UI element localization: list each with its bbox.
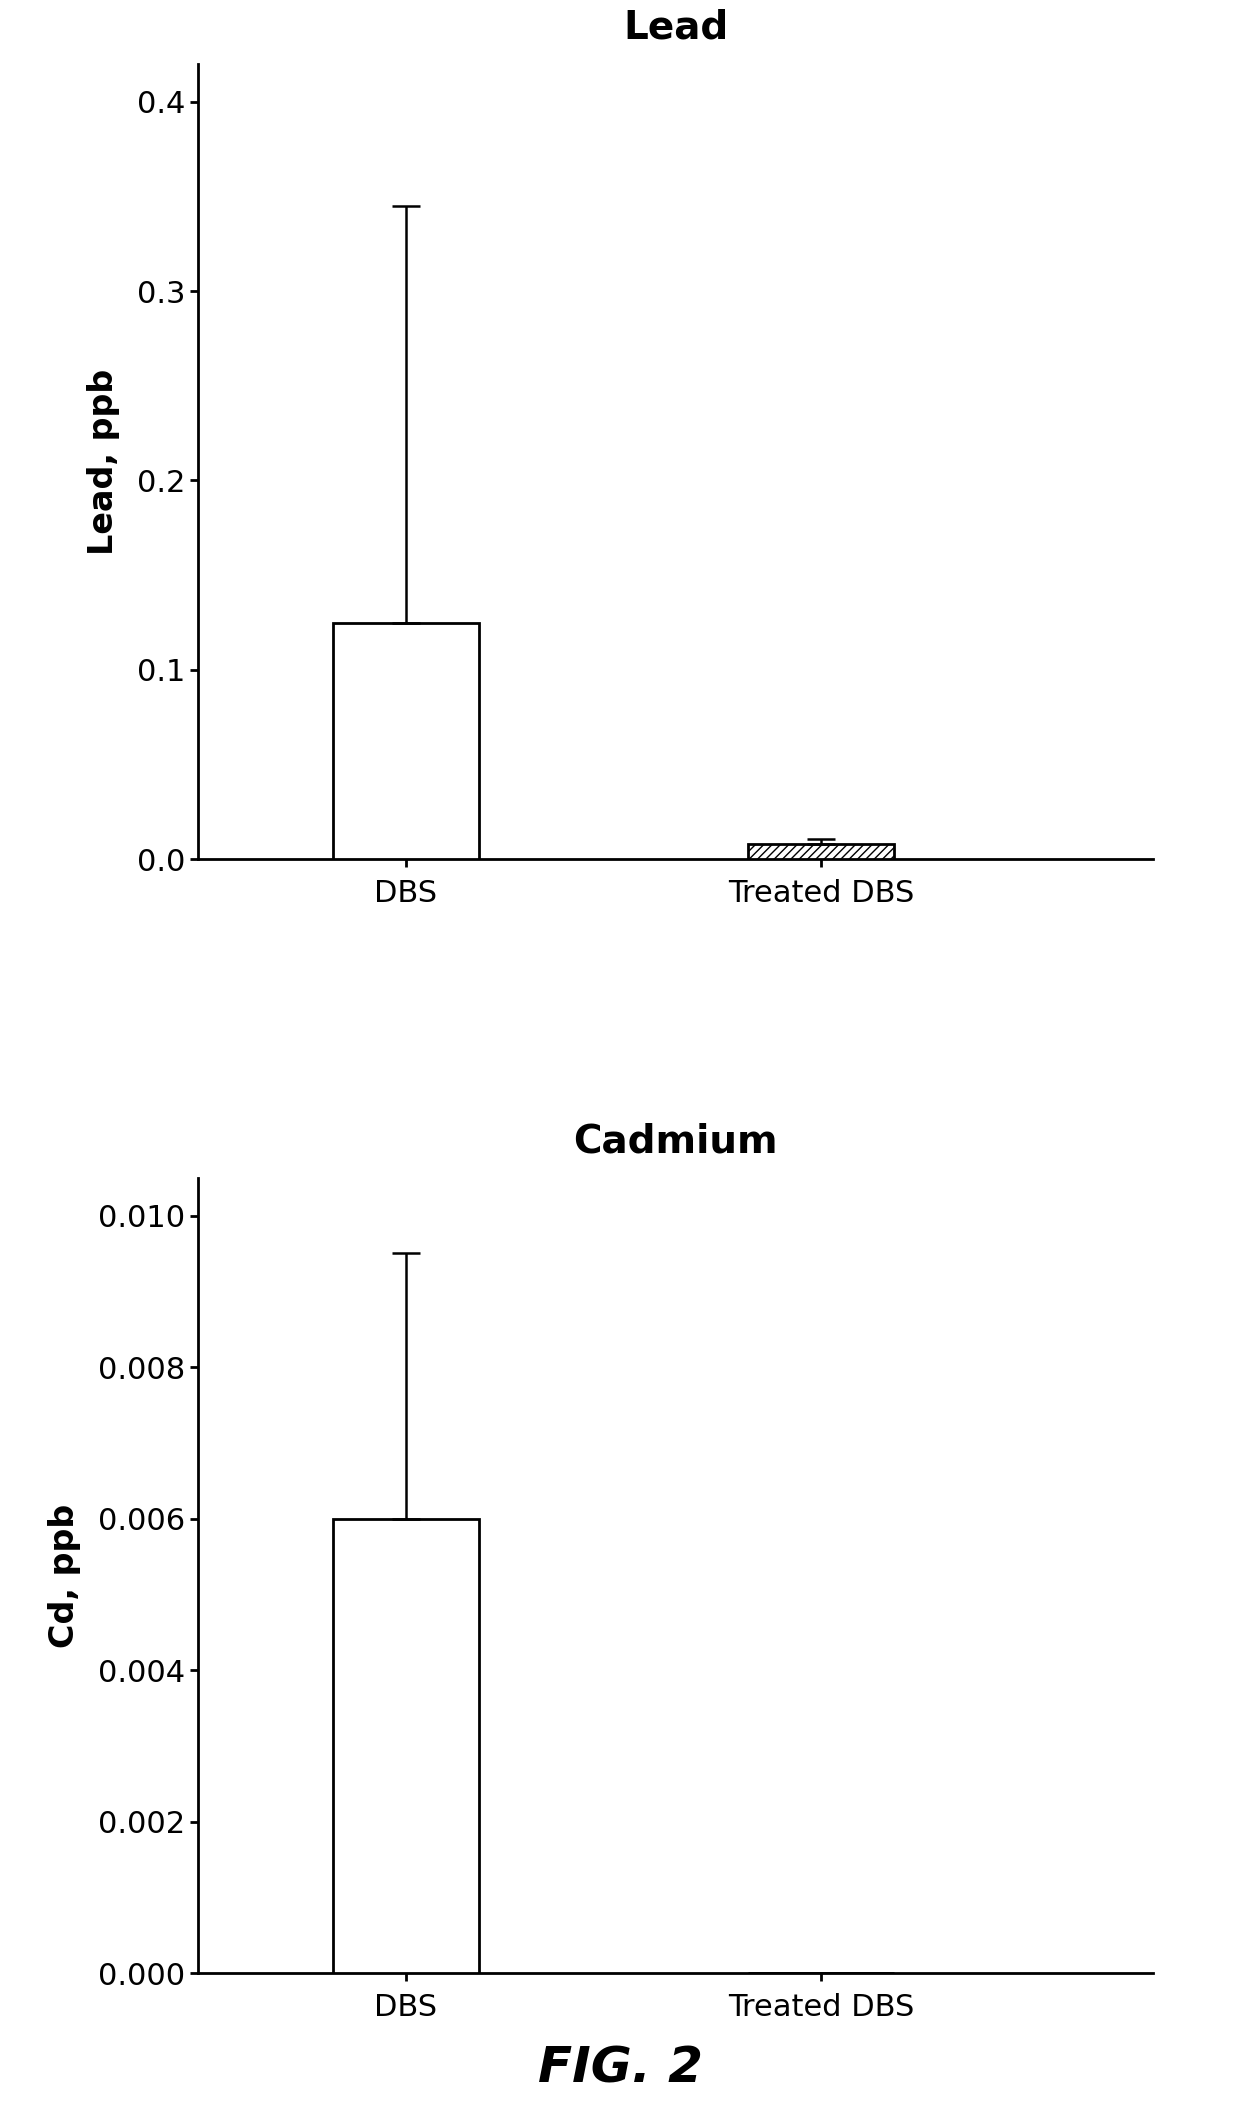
- Bar: [749, 845, 894, 859]
- Y-axis label: Lead, ppb: Lead, ppb: [87, 369, 120, 554]
- Bar: [334, 1519, 479, 1973]
- Title: Lead: Lead: [624, 8, 728, 47]
- Text: FIG. 2: FIG. 2: [538, 2046, 702, 2092]
- Title: Cadmium: Cadmium: [573, 1123, 779, 1161]
- Y-axis label: Cd, ppb: Cd, ppb: [48, 1504, 82, 1647]
- Bar: [334, 622, 479, 859]
